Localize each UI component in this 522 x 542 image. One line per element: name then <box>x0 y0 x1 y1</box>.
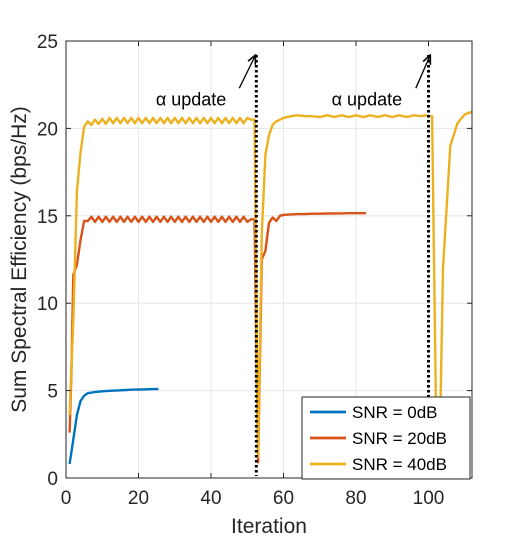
y-tick-label: 20 <box>37 119 58 140</box>
alpha-update-label-0: α update <box>156 90 226 110</box>
plot-frame <box>65 40 473 479</box>
x-tick-label: 60 <box>273 488 294 509</box>
series-line-0 <box>68 387 159 465</box>
y-tick-label: 25 <box>37 32 58 53</box>
alpha-update-arrow-0 <box>238 55 255 89</box>
series-line-2 <box>68 110 472 466</box>
alpha-update-label-1: α update <box>332 90 402 110</box>
x-tick-label: 80 <box>345 488 366 509</box>
series-group <box>68 110 472 466</box>
y-tick-label: 10 <box>37 294 58 315</box>
axis-ticks: 0 20 40 60 80 100 0 5 10 15 20 25 <box>37 32 472 509</box>
x-tick-label: 40 <box>200 488 221 509</box>
series-line-1 <box>68 211 367 464</box>
x-axis-label: Iteration <box>231 515 307 538</box>
legend-label-2: SNR = 40dB <box>352 455 447 474</box>
y-axis-label: Sum Spectral Efficiency (bps/Hz) <box>8 106 31 413</box>
legend: SNR = 0dB SNR = 20dB SNR = 40dB <box>301 396 471 480</box>
alpha-update-arrow-1 <box>415 55 431 89</box>
legend-label-1: SNR = 20dB <box>352 429 447 448</box>
y-tick-label: 0 <box>47 469 58 490</box>
y-tick-label: 5 <box>47 382 58 403</box>
x-tick-label: 100 <box>413 488 445 509</box>
legend-label-0: SNR = 0dB <box>352 403 438 422</box>
y-tick-label: 15 <box>37 207 58 228</box>
x-tick-label: 0 <box>61 488 72 509</box>
x-tick-label: 20 <box>128 488 149 509</box>
